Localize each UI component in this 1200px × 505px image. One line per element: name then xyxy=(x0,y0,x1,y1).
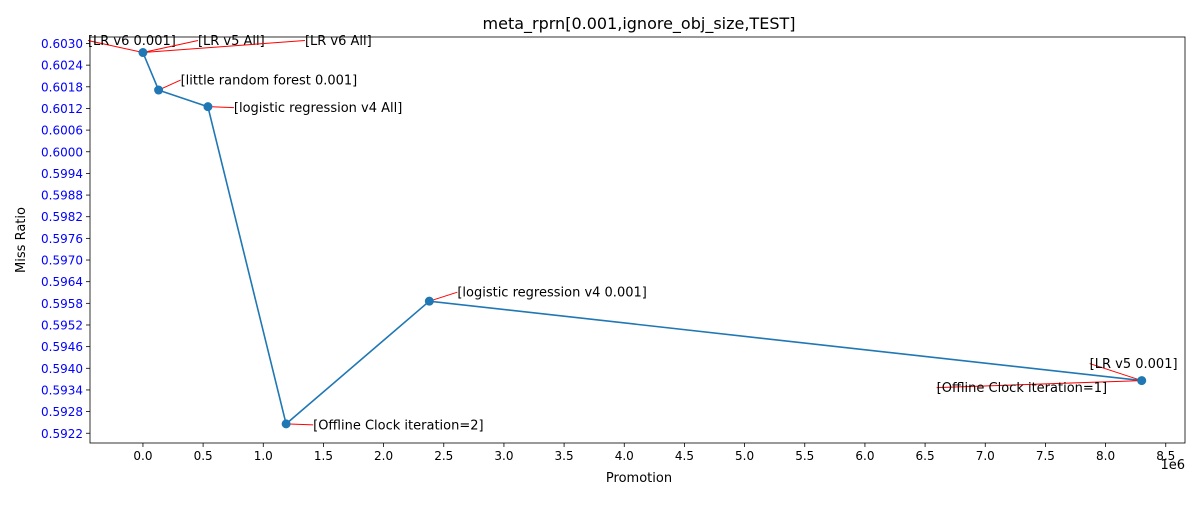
x-tick-label: 6.5 xyxy=(916,449,935,463)
annotation-arrow xyxy=(87,40,144,54)
y-tick-label: 0.5940 xyxy=(41,362,83,376)
x-tick-label: 0.0 xyxy=(133,449,152,463)
x-tick-label: 2.5 xyxy=(434,449,453,463)
annotation-arrow xyxy=(142,40,305,54)
annotation-label: [Offline Clock iteration=2] xyxy=(313,418,483,433)
annotation-arrow xyxy=(1089,363,1142,382)
x-tick-label: 7.5 xyxy=(1036,449,1055,463)
y-tick-label: 0.6030 xyxy=(41,37,83,51)
data-point xyxy=(424,296,434,306)
y-tick-label: 0.5970 xyxy=(41,254,83,268)
data-point xyxy=(138,48,148,58)
x-tick-label: 7.0 xyxy=(976,449,995,463)
y-tick-label: 0.5994 xyxy=(41,167,83,181)
data-point xyxy=(154,85,164,95)
annotation-label: [LR v5 0.001] xyxy=(1090,357,1178,372)
y-tick-label: 0.5982 xyxy=(41,210,83,224)
y-tick-label: 0.5952 xyxy=(41,318,83,332)
annotation-label: [LR v5 All] xyxy=(198,34,265,49)
x-tick-label: 2.0 xyxy=(374,449,393,463)
chart-title: meta_rprn[0.001,ignore_obj_size,TEST] xyxy=(483,14,796,34)
y-tick-label: 0.6000 xyxy=(41,145,83,159)
annotation-label: [logistic regression v4 All] xyxy=(234,101,402,116)
y-axis-label: Miss Ratio xyxy=(14,207,29,273)
annotation-label: [LR v6 0.001] xyxy=(88,34,176,49)
annotation-label: [logistic regression v4 0.001] xyxy=(457,286,647,301)
plot-area: 0.0 0.5 1.0 1.5 2.0 2.5 3.0 3.5 4.0 4.5 5.0 5.5 6.0 6… xyxy=(41,34,1186,463)
x-tick-label: 5.5 xyxy=(795,449,814,463)
x-tick-label: 8.0 xyxy=(1096,449,1115,463)
data-point xyxy=(1137,376,1147,386)
y-tick-label: 0.5958 xyxy=(41,297,83,311)
annotation-arrow xyxy=(286,423,314,426)
x-tick-label: 4.5 xyxy=(675,449,694,463)
x-axis-offset-label: 1e6 xyxy=(1160,458,1185,473)
series-line xyxy=(142,52,1142,426)
y-tick-label: 0.5922 xyxy=(41,427,83,441)
annotation-arrow xyxy=(142,40,199,54)
x-tick-label: 4.0 xyxy=(615,449,634,463)
x-tick-label: 1.5 xyxy=(314,449,333,463)
x-tick-label: 8.5 xyxy=(1156,449,1175,463)
annotation-label: [LR v6 All] xyxy=(305,34,372,49)
y-tick-label: 0.5988 xyxy=(41,189,83,203)
x-tick-label: 5.0 xyxy=(735,449,754,463)
y-tick-label: 0.6018 xyxy=(41,80,83,94)
data-point xyxy=(281,419,291,429)
x-tick-label: 1.0 xyxy=(254,449,273,463)
data-point xyxy=(203,102,213,112)
annotation-label: [little random forest 0.001] xyxy=(181,74,358,89)
x-tick-label: 3.0 xyxy=(494,449,513,463)
y-tick-label: 0.6012 xyxy=(41,102,83,116)
y-tick-label: 0.6006 xyxy=(41,124,83,138)
y-tick-label: 0.5976 xyxy=(41,232,83,246)
y-tick-label: 0.5946 xyxy=(41,340,83,354)
y-tick-label: 0.6024 xyxy=(41,59,83,73)
annotation-label: [Offline Clock iteration=1] xyxy=(937,381,1107,396)
y-tick-label: 0.5928 xyxy=(41,405,83,419)
y-tick-label: 0.5964 xyxy=(41,275,83,289)
x-tick-label: 3.5 xyxy=(555,449,574,463)
plot-frame xyxy=(89,36,1186,444)
annotation-arrow xyxy=(429,291,458,302)
annotation-arrow xyxy=(936,380,1142,389)
x-axis-label: Promotion xyxy=(606,471,672,486)
x-tick-label: 0.5 xyxy=(194,449,213,463)
x-tick-label: 6.0 xyxy=(855,449,874,463)
y-tick-label: 0.5934 xyxy=(41,383,83,397)
